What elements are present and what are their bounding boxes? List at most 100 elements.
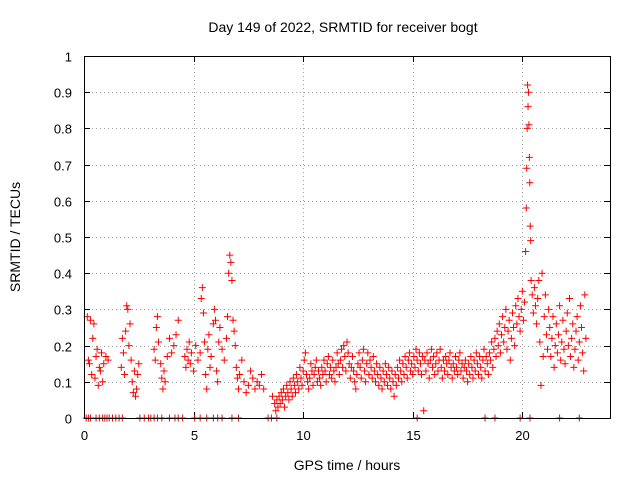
data-point bbox=[163, 352, 171, 360]
data-point bbox=[552, 320, 560, 328]
data-point bbox=[562, 327, 570, 335]
data-point bbox=[165, 334, 173, 342]
data-point bbox=[134, 371, 142, 379]
data-point bbox=[272, 407, 280, 415]
y-tick-label: 0.3 bbox=[54, 303, 72, 318]
data-point bbox=[505, 316, 513, 324]
data-point bbox=[492, 352, 500, 360]
data-point bbox=[516, 327, 524, 335]
data-point bbox=[508, 309, 516, 317]
data-point bbox=[395, 374, 403, 382]
data-point bbox=[437, 363, 445, 371]
data-point bbox=[449, 360, 457, 368]
data-point bbox=[380, 378, 388, 386]
data-point bbox=[473, 360, 481, 368]
data-point bbox=[392, 381, 400, 389]
data-point bbox=[467, 352, 475, 360]
data-point bbox=[132, 392, 140, 400]
data-point bbox=[174, 316, 182, 324]
data-point bbox=[511, 342, 519, 350]
x-tick-label: 20 bbox=[515, 428, 529, 443]
data-point bbox=[209, 320, 217, 328]
data-point bbox=[354, 360, 362, 368]
data-point bbox=[582, 334, 590, 342]
data-point bbox=[238, 356, 246, 364]
data-point bbox=[443, 360, 451, 368]
data-point bbox=[182, 363, 190, 371]
data-point bbox=[572, 327, 580, 335]
data-point bbox=[289, 374, 297, 382]
data-point bbox=[300, 356, 308, 364]
data-point bbox=[244, 381, 252, 389]
data-point bbox=[335, 371, 343, 379]
data-point bbox=[158, 374, 166, 382]
data-point bbox=[405, 349, 413, 357]
data-point bbox=[240, 378, 248, 386]
data-point bbox=[249, 374, 257, 382]
data-point bbox=[531, 302, 539, 310]
data-point bbox=[554, 331, 562, 339]
data-point bbox=[331, 378, 339, 386]
chart-title: Day 149 of 2022, SRMTID for receiver bog… bbox=[208, 19, 477, 35]
data-point bbox=[496, 349, 504, 357]
data-point bbox=[573, 313, 581, 321]
data-point bbox=[214, 378, 222, 386]
data-point bbox=[231, 342, 239, 350]
data-point bbox=[364, 349, 372, 357]
data-point bbox=[339, 363, 347, 371]
data-point bbox=[404, 356, 412, 364]
data-point bbox=[371, 378, 379, 386]
data-point bbox=[247, 367, 255, 375]
data-point bbox=[537, 381, 545, 389]
data-point bbox=[365, 371, 373, 379]
data-point bbox=[519, 316, 527, 324]
data-point bbox=[456, 349, 464, 357]
data-point bbox=[329, 356, 337, 364]
data-point bbox=[336, 356, 344, 364]
plot-frame bbox=[84, 56, 611, 419]
data-point bbox=[428, 363, 436, 371]
data-point bbox=[413, 356, 421, 364]
data-point bbox=[216, 324, 224, 331]
data-point bbox=[236, 371, 244, 379]
data-point bbox=[461, 356, 469, 364]
data-point bbox=[159, 385, 167, 393]
data-point bbox=[485, 349, 493, 357]
data-point bbox=[433, 349, 441, 357]
data-point bbox=[475, 371, 482, 379]
data-point bbox=[506, 356, 514, 364]
data-point bbox=[370, 367, 378, 375]
y-tick-label: 0.6 bbox=[54, 195, 72, 210]
data-point bbox=[302, 371, 310, 379]
data-point bbox=[557, 356, 565, 364]
data-point bbox=[297, 374, 305, 382]
x-tick-label: 10 bbox=[296, 428, 310, 443]
data-point bbox=[157, 360, 165, 368]
data-point bbox=[121, 371, 129, 379]
data-point bbox=[325, 371, 333, 379]
data-point bbox=[299, 367, 307, 375]
data-point bbox=[523, 164, 531, 172]
data-point bbox=[386, 374, 394, 382]
data-point bbox=[397, 367, 405, 375]
data-point bbox=[201, 338, 209, 346]
data-point bbox=[275, 392, 283, 400]
data-point bbox=[160, 367, 168, 375]
data-point bbox=[258, 371, 266, 379]
data-point bbox=[431, 371, 439, 379]
data-point bbox=[204, 345, 212, 353]
data-point bbox=[445, 356, 453, 364]
data-point bbox=[478, 374, 486, 382]
data-point bbox=[389, 378, 397, 386]
data-point bbox=[278, 396, 286, 404]
data-point bbox=[202, 371, 210, 379]
data-point bbox=[418, 371, 426, 379]
data-point bbox=[580, 367, 588, 375]
data-point bbox=[550, 363, 558, 371]
data-point bbox=[408, 360, 416, 368]
data-point bbox=[295, 385, 303, 393]
data-point bbox=[150, 345, 158, 353]
data-point bbox=[472, 349, 480, 357]
data-point bbox=[379, 367, 387, 375]
data-point bbox=[340, 342, 348, 350]
